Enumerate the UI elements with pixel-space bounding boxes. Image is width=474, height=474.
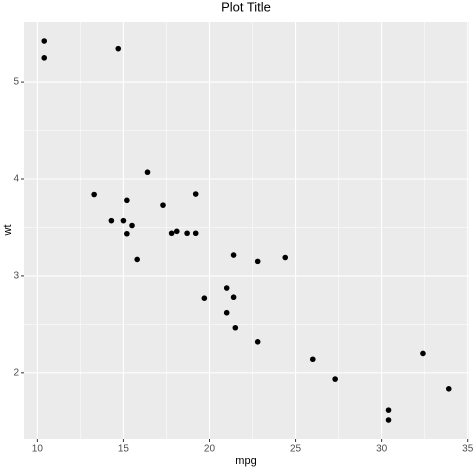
- point: [160, 202, 166, 208]
- point: [254, 258, 261, 265]
- point: [223, 309, 230, 316]
- point: [184, 230, 190, 237]
- y-axis-title: wt: [2, 225, 14, 237]
- point: [192, 230, 199, 237]
- y-tick-label: 4: [13, 174, 19, 185]
- point: [385, 407, 392, 413]
- point: [223, 285, 230, 291]
- point: [144, 169, 151, 176]
- x-tick-label: 35: [462, 444, 474, 455]
- panel: [24, 22, 469, 439]
- point: [230, 294, 237, 301]
- point: [168, 230, 175, 237]
- point: [173, 228, 180, 235]
- point: [124, 230, 130, 237]
- point: [445, 386, 452, 392]
- x-axis-title: mpg: [235, 455, 256, 467]
- y-tick-label: 2: [13, 367, 19, 378]
- point: [254, 339, 261, 345]
- x-tick-label: 15: [118, 444, 130, 455]
- point: [108, 217, 115, 224]
- point: [420, 350, 426, 357]
- point: [385, 417, 392, 423]
- point: [41, 38, 48, 44]
- point: [129, 222, 135, 229]
- point: [134, 256, 140, 263]
- point: [115, 45, 122, 52]
- point: [332, 376, 338, 382]
- y-tick-label: 5: [13, 77, 19, 88]
- point: [232, 324, 239, 331]
- chart-title: Plot Title: [221, 0, 271, 14]
- x-tick-label: 25: [290, 444, 302, 455]
- x-tick-label: 10: [32, 444, 44, 455]
- point: [124, 197, 130, 204]
- point: [282, 254, 289, 261]
- point: [201, 295, 208, 301]
- point: [230, 252, 237, 258]
- point: [41, 55, 48, 61]
- point: [91, 191, 97, 198]
- point: [120, 217, 127, 224]
- point: [192, 191, 199, 197]
- point: [309, 356, 316, 363]
- y-tick-label: 3: [13, 271, 19, 282]
- x-tick-label: 20: [204, 444, 216, 455]
- x-tick-label: 30: [376, 444, 388, 455]
